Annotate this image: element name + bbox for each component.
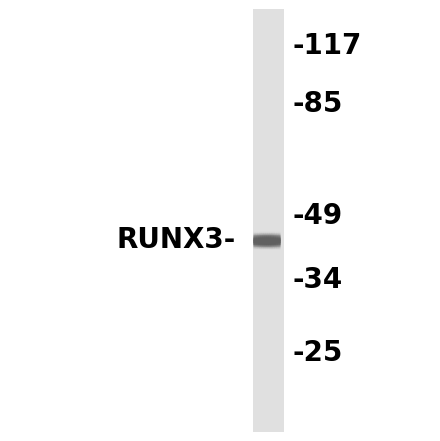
Text: -49: -49 <box>293 202 343 230</box>
Bar <box>253 9 284 432</box>
Text: -34: -34 <box>293 266 343 294</box>
Text: RUNX3-: RUNX3- <box>116 226 235 254</box>
Text: -117: -117 <box>293 32 362 60</box>
Text: -85: -85 <box>293 90 343 118</box>
Text: -25: -25 <box>293 339 343 367</box>
